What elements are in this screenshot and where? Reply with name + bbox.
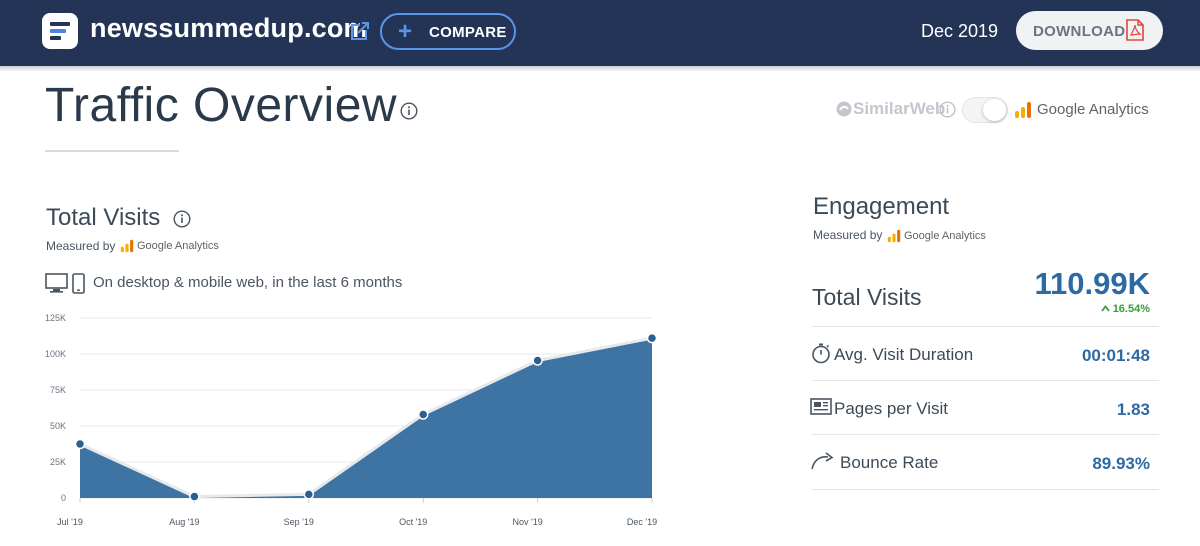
top-bar-shadow [0,66,1200,72]
x-tick-label: Sep '19 [284,517,314,527]
google-analytics-label[interactable]: Google Analytics [1037,101,1149,118]
data-point[interactable] [532,355,543,366]
date-selector[interactable]: Dec 2019 [921,21,999,41]
y-tick-label: 75K [50,385,66,395]
bounce-arrow-icon [811,452,834,470]
plus-icon: + [398,18,413,45]
avg-visit-duration-label: Avg. Visit Duration [834,345,974,364]
google-analytics-label: Google Analytics [904,230,986,242]
domain-title: newssummedup.com [90,13,368,43]
x-tick-label: Jul '19 [57,517,83,527]
visits-area [80,338,652,498]
engagement-title: Engagement [813,193,950,220]
info-icon[interactable] [400,102,418,120]
y-tick-label: 100K [45,349,66,359]
total-visits-change-value: 16.54% [1112,303,1150,315]
y-tick-label: 50K [50,421,66,431]
pages-per-visit-label: Pages per Visit [834,399,949,418]
top-bar: newssummedup.com + COMPARE Dec 2019 DOWN… [0,0,1200,66]
mobile-icon [72,273,85,294]
site-logo-icon [42,13,78,49]
period-text: On desktop & mobile web, in the last 6 m… [93,274,403,291]
google-analytics-label: Google Analytics [137,240,219,252]
bounce-rate-label: Bounce Rate [840,453,939,472]
stopwatch-icon [812,343,830,364]
download-label: DOWNLOAD [1033,23,1126,40]
trend-up-icon [1100,305,1110,312]
avg-visit-duration-value: 00:01:48 [1081,346,1150,365]
download-button[interactable]: DOWNLOAD [1016,11,1163,50]
source-toggle[interactable] [962,97,1008,123]
data-point[interactable] [303,489,315,500]
pdf-icon [1126,19,1144,41]
similarweb-logo-icon [836,101,852,117]
google-analytics-icon [887,229,901,243]
toggle-knob [983,99,1006,121]
similarweb-label[interactable]: SimilarWeb [853,99,946,118]
x-tick-label: Nov '19 [512,517,542,527]
google-analytics-icon [120,239,134,253]
visits-line [79,336,653,499]
divider [812,326,1159,327]
desktop-icon [45,273,68,293]
page-title: Traffic Overview [45,79,398,132]
measured-by-label: Measured by [813,228,883,242]
info-icon[interactable] [173,210,191,228]
engagement-total-visits-value: 110.99K [1034,266,1151,301]
x-tick-label: Dec '19 [627,517,657,527]
y-tick-label: 25K [50,457,66,467]
x-tick-label: Aug '19 [169,517,199,527]
bounce-rate-value: 89.93% [1092,454,1150,473]
info-icon[interactable] [939,101,956,118]
compare-label: COMPARE [429,24,507,41]
x-tick-label: Oct '19 [399,517,427,527]
divider [812,380,1159,381]
data-point[interactable] [74,438,86,450]
divider [812,434,1159,435]
pages-per-visit-value: 1.83 [1116,400,1150,419]
y-tick-label: 0 [61,493,66,503]
data-point[interactable] [189,491,200,502]
data-point[interactable] [417,409,429,420]
divider [812,489,1159,490]
google-analytics-icon [1015,102,1031,118]
pages-icon [810,398,832,415]
measured-by-label: Measured by [46,239,116,253]
engagement-total-visits-label: Total Visits [812,284,922,310]
total-visits-change: 16.54% [1100,303,1150,315]
y-tick-label: 125K [45,313,66,323]
external-link-icon[interactable] [350,21,370,41]
total-visits-title: Total Visits [46,204,161,231]
compare-button[interactable]: + COMPARE [380,13,516,50]
title-underline [45,150,179,152]
total-visits-chart: 0 25K 50K 75K 100K 125K Jul '19 Aug '19 Sep '19 O… [45,313,658,527]
data-point[interactable] [646,332,658,344]
